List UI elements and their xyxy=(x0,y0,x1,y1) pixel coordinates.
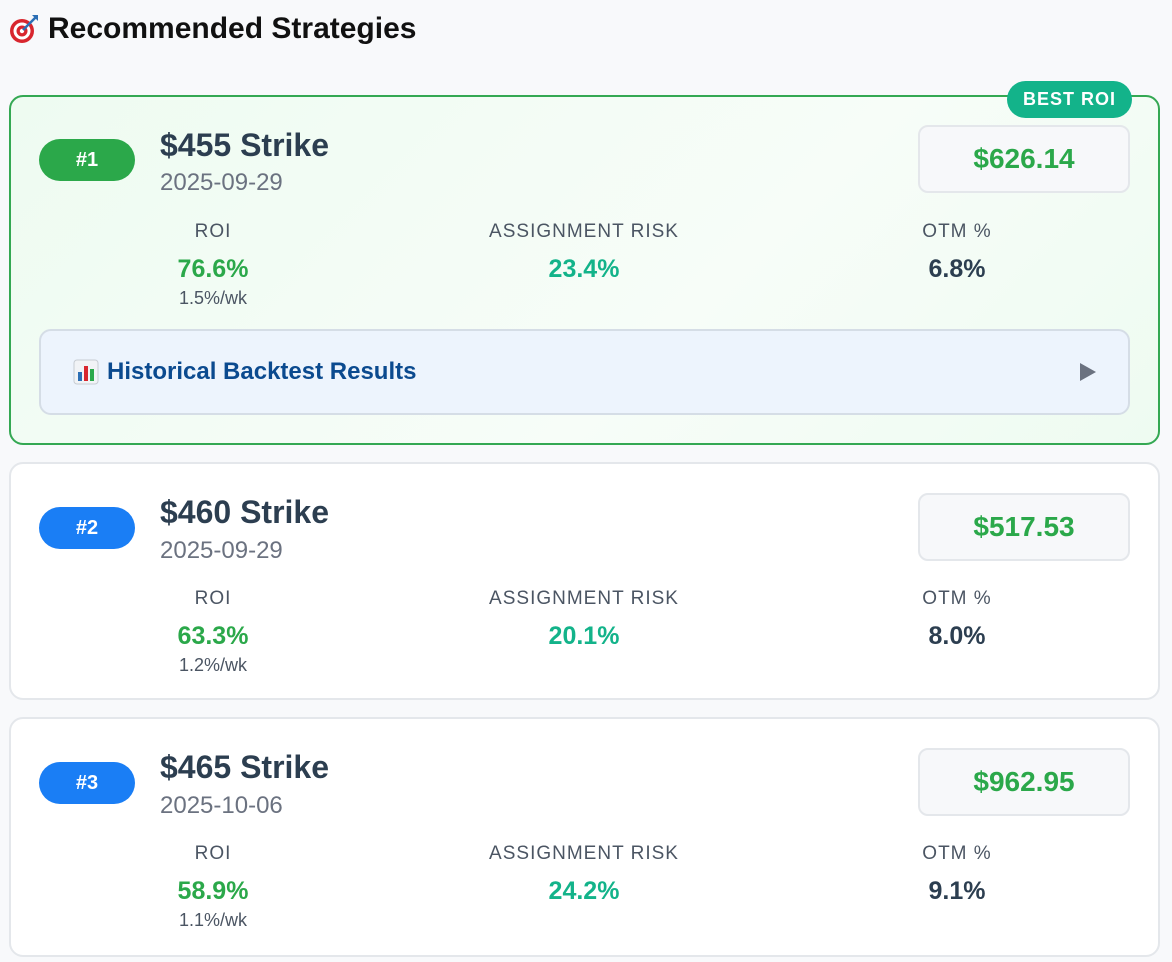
assignment-risk-label: ASSIGNMENT RISK xyxy=(489,843,679,864)
roi-value: 58.9% xyxy=(177,877,249,905)
strike-price: $465 Strike xyxy=(160,749,330,785)
otm-label: OTM % xyxy=(922,843,992,864)
best-roi-badge: BEST ROI xyxy=(1006,81,1132,118)
assignment-risk-value: 24.2% xyxy=(548,877,620,905)
expiration-date: 2025-09-29 xyxy=(160,169,283,196)
roi-metric: ROI 63.3% 1.2%/wk xyxy=(83,588,343,676)
otm-metric: OTM % 8.0% xyxy=(827,588,1087,651)
premium-value: $626.14 xyxy=(918,125,1130,193)
backtest-label: Historical Backtest Results xyxy=(107,358,417,385)
section-heading: Recommended Strategies xyxy=(8,12,416,46)
roi-label: ROI xyxy=(194,843,232,864)
bar-chart-icon xyxy=(73,359,99,385)
assignment-risk-label: ASSIGNMENT RISK xyxy=(489,221,679,242)
roi-weekly: 1.2%/wk xyxy=(178,655,248,675)
page-title: Recommended Strategies xyxy=(48,12,417,45)
expiration-date: 2025-09-29 xyxy=(160,537,283,564)
strategy-card-1[interactable]: BEST ROI #1 $455 Strike 2025-09-29 $626.… xyxy=(9,81,1160,445)
assignment-risk-metric: ASSIGNMENT RISK 20.1% xyxy=(454,588,714,651)
expiration-date: 2025-10-06 xyxy=(160,792,283,819)
assignment-risk-label: ASSIGNMENT RISK xyxy=(489,588,679,609)
assignment-risk-metric: ASSIGNMENT RISK 24.2% xyxy=(454,843,714,906)
roi-metric: ROI 76.6% 1.5%/wk xyxy=(83,221,343,309)
roi-metric: ROI 58.9% 1.1%/wk xyxy=(83,843,343,931)
strike-price: $460 Strike xyxy=(160,494,330,530)
rank-badge: #2 xyxy=(39,507,135,549)
otm-metric: OTM % 9.1% xyxy=(827,843,1087,906)
otm-metric: OTM % 6.8% xyxy=(827,221,1087,284)
rank-badge: #3 xyxy=(39,762,135,804)
otm-value: 6.8% xyxy=(928,255,986,283)
otm-value: 9.1% xyxy=(928,877,986,905)
roi-weekly: 1.5%/wk xyxy=(178,288,248,308)
roi-weekly: 1.1%/wk xyxy=(178,910,248,930)
rank-badge: #1 xyxy=(39,139,135,181)
assignment-risk-value: 23.4% xyxy=(548,255,620,283)
roi-label: ROI xyxy=(194,221,232,242)
otm-label: OTM % xyxy=(922,221,992,242)
premium-value: $517.53 xyxy=(918,493,1130,561)
target-icon xyxy=(10,15,38,43)
backtest-toggle[interactable]: Historical Backtest Results xyxy=(39,329,1130,415)
strategy-card-2[interactable]: #2 $460 Strike 2025-09-29 $517.53 ROI 63… xyxy=(9,462,1160,700)
roi-label: ROI xyxy=(194,588,232,609)
roi-value: 63.3% xyxy=(177,622,249,650)
assignment-risk-value: 20.1% xyxy=(548,622,620,650)
premium-value: $962.95 xyxy=(918,748,1130,816)
roi-value: 76.6% xyxy=(177,255,249,283)
chevron-right-icon xyxy=(1080,363,1096,381)
strategy-card-3[interactable]: #3 $465 Strike 2025-10-06 $962.95 ROI 58… xyxy=(9,717,1160,957)
strike-price: $455 Strike xyxy=(160,127,330,163)
otm-value: 8.0% xyxy=(928,622,986,650)
assignment-risk-metric: ASSIGNMENT RISK 23.4% xyxy=(454,221,714,284)
otm-label: OTM % xyxy=(922,588,992,609)
